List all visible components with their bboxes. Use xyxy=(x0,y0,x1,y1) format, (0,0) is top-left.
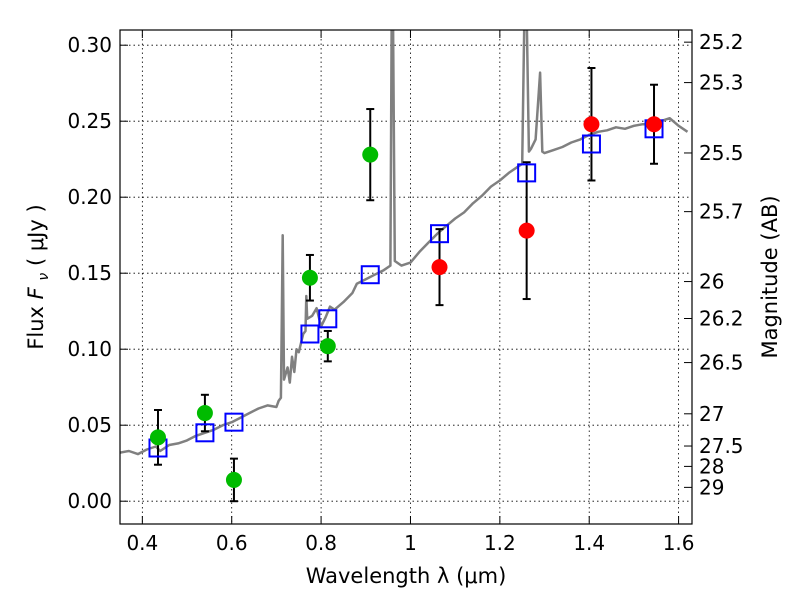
x-tick-label: 0.4 xyxy=(126,531,158,555)
y-axis-label-subscript: ν xyxy=(36,273,52,281)
y-tick-label: 0.30 xyxy=(67,33,112,57)
model-flux-marker xyxy=(195,423,215,443)
plot-frame xyxy=(119,29,693,525)
x-tick-label: 1 xyxy=(404,531,417,555)
magnitude-tick-label: 26 xyxy=(699,270,724,294)
magnitude-tick-label: 26.2 xyxy=(699,306,744,330)
x-axis-label: Wavelength λ (μm) xyxy=(306,564,507,588)
model-flux-marker xyxy=(581,134,601,154)
x-tick-label: 1.2 xyxy=(484,531,516,555)
model-flux-marker xyxy=(430,224,450,244)
photometry-point xyxy=(362,146,379,163)
right-axis-label: Magnitude (AB) xyxy=(758,195,782,358)
model-flux-marker xyxy=(360,265,380,285)
y-tick-label: 0.15 xyxy=(67,261,112,285)
plot-data xyxy=(120,30,689,456)
y-tick-label: 0.20 xyxy=(67,185,112,209)
model-flux-marker xyxy=(224,412,244,432)
photometry-point xyxy=(431,259,448,276)
model-flux-marker xyxy=(300,324,320,344)
magnitude-tick-label: 26.5 xyxy=(699,351,744,375)
magnitude-tick-label: 27 xyxy=(699,402,724,426)
y-tick-label: 0.10 xyxy=(67,337,112,361)
y-tick-label: 0.05 xyxy=(67,413,112,437)
model-flux-marker xyxy=(517,163,537,183)
photometry-point xyxy=(225,471,242,488)
magnitude-tick-label: 25.3 xyxy=(699,71,744,95)
magnitude-tick-label: 25.2 xyxy=(699,30,744,54)
magnitude-tick-label: 25.7 xyxy=(699,200,744,224)
photometry-point xyxy=(646,116,663,133)
photometry-point xyxy=(583,116,600,133)
magnitude-tick-label: 27.5 xyxy=(699,434,744,458)
photometry-point xyxy=(149,429,166,446)
y-axis-label: Flux F ν ( μJy ) xyxy=(24,204,53,349)
ticks: 0.4 0.6 0.8 1 1.2 1.4 1.6 0.00 0.05 0.10 0.15 0.20 0… xyxy=(67,30,744,555)
photometry-point xyxy=(301,269,318,286)
photometry-point xyxy=(196,405,213,422)
x-tick-label: 0.6 xyxy=(216,531,248,555)
photometry-point xyxy=(518,222,535,239)
magnitude-tick-label: 28 xyxy=(699,454,724,478)
y-axis-label-symbol: F xyxy=(24,286,48,299)
x-tick-label: 0.8 xyxy=(305,531,337,555)
y-tick-label: 0.00 xyxy=(67,489,112,513)
y-axis-label-prefix: Flux xyxy=(24,299,48,349)
markers xyxy=(148,67,664,503)
magnitude-tick-label: 25.5 xyxy=(699,141,744,165)
x-tick-label: 1.4 xyxy=(573,531,605,555)
model-flux-marker xyxy=(318,309,338,329)
grid xyxy=(120,30,692,524)
x-tick-label: 1.6 xyxy=(663,531,695,555)
y-tick-label: 0.25 xyxy=(67,109,112,133)
spectrum-line xyxy=(120,30,689,456)
photometry-point xyxy=(319,338,336,355)
magnitude-tick-label: 29 xyxy=(699,475,724,499)
y-axis-label-unit: ( μJy ) xyxy=(24,204,48,266)
